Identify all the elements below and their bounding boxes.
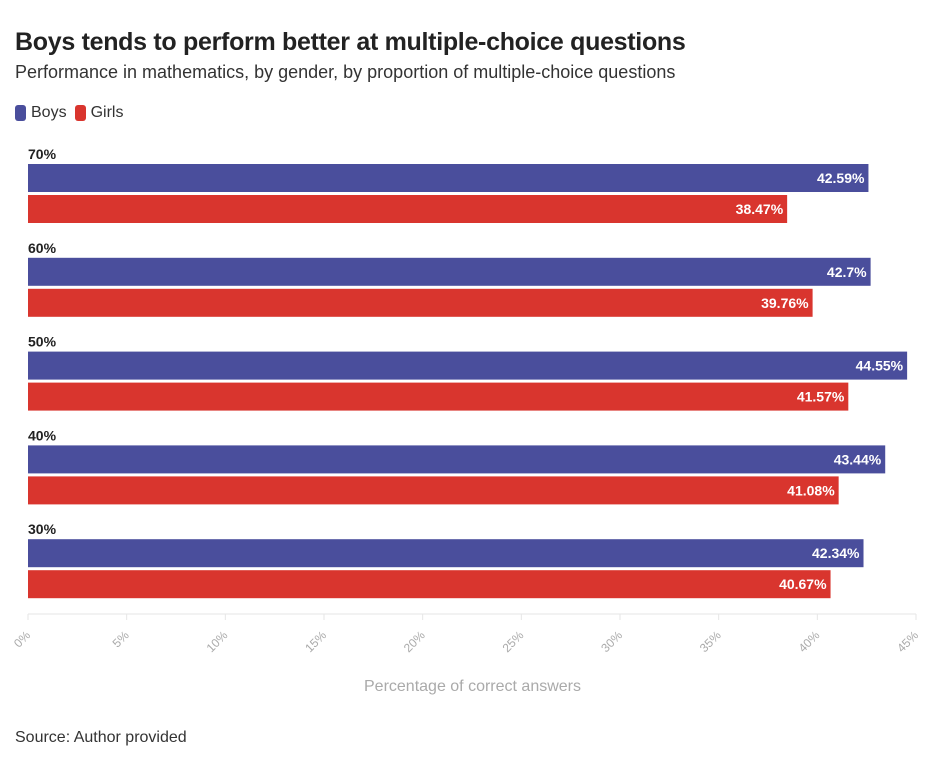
legend-swatch-boys — [15, 105, 26, 121]
bar-boys — [28, 257, 871, 286]
x-tick-label: 40% — [796, 628, 823, 655]
data-label: 38.47% — [736, 201, 784, 217]
legend-item-girls[interactable]: Girls — [74, 104, 124, 122]
bar-boys — [28, 164, 869, 192]
x-tick-label: 25% — [500, 628, 527, 655]
source-note: Source: Author provided — [15, 729, 187, 746]
bar-boys — [28, 539, 864, 568]
legend-label-boys: Boys — [31, 104, 67, 121]
category-label: 70% — [28, 146, 57, 162]
legend: Boys Girls — [15, 104, 131, 122]
data-label: 44.55% — [856, 358, 904, 374]
data-label: 43.44% — [834, 451, 882, 467]
category-label: 30% — [28, 521, 57, 537]
data-label: 41.57% — [797, 389, 845, 405]
x-tick-label: 0% — [11, 628, 33, 650]
legend-item-boys[interactable]: Boys — [15, 104, 67, 122]
chart-subtitle: Performance in mathematics, by gender, b… — [15, 62, 676, 82]
bar-girls — [28, 288, 813, 317]
legend-label-girls: Girls — [90, 104, 124, 121]
chart-title: Boys tends to perform better at multiple… — [15, 28, 686, 56]
category-label: 40% — [28, 427, 57, 443]
category-label: 50% — [28, 334, 57, 350]
data-label: 41.08% — [787, 482, 835, 498]
legend-swatch-girls — [74, 105, 86, 121]
x-tick-label: 20% — [401, 628, 428, 655]
x-tick-label: 30% — [598, 628, 625, 655]
x-tick-label: 35% — [697, 628, 724, 655]
bar-boys — [28, 351, 908, 380]
bar-girls — [28, 570, 831, 599]
data-label: 42.34% — [812, 545, 860, 561]
data-label: 42.59% — [817, 170, 865, 186]
bar-girls — [28, 382, 849, 411]
bar-girls — [28, 476, 839, 505]
category-label: 60% — [28, 240, 57, 256]
x-tick-label: 45% — [894, 628, 921, 655]
x-axis-title: Percentage of correct answers — [0, 678, 945, 696]
x-tick-label: 15% — [302, 628, 329, 655]
data-label: 40.67% — [779, 576, 827, 592]
data-label: 42.7% — [827, 264, 867, 280]
bar-girls — [28, 195, 788, 223]
x-tick-label: 10% — [204, 628, 231, 655]
bar-chart: 70% 42.59% 38.47% 60% 42.7% 39.76% 50% 44.55% 41… — [11, 146, 921, 655]
x-tick-label: 5% — [110, 628, 132, 650]
bar-boys — [28, 445, 886, 474]
x-axis-title-text: Percentage of correct answers — [364, 678, 581, 695]
data-label: 39.76% — [761, 295, 809, 311]
